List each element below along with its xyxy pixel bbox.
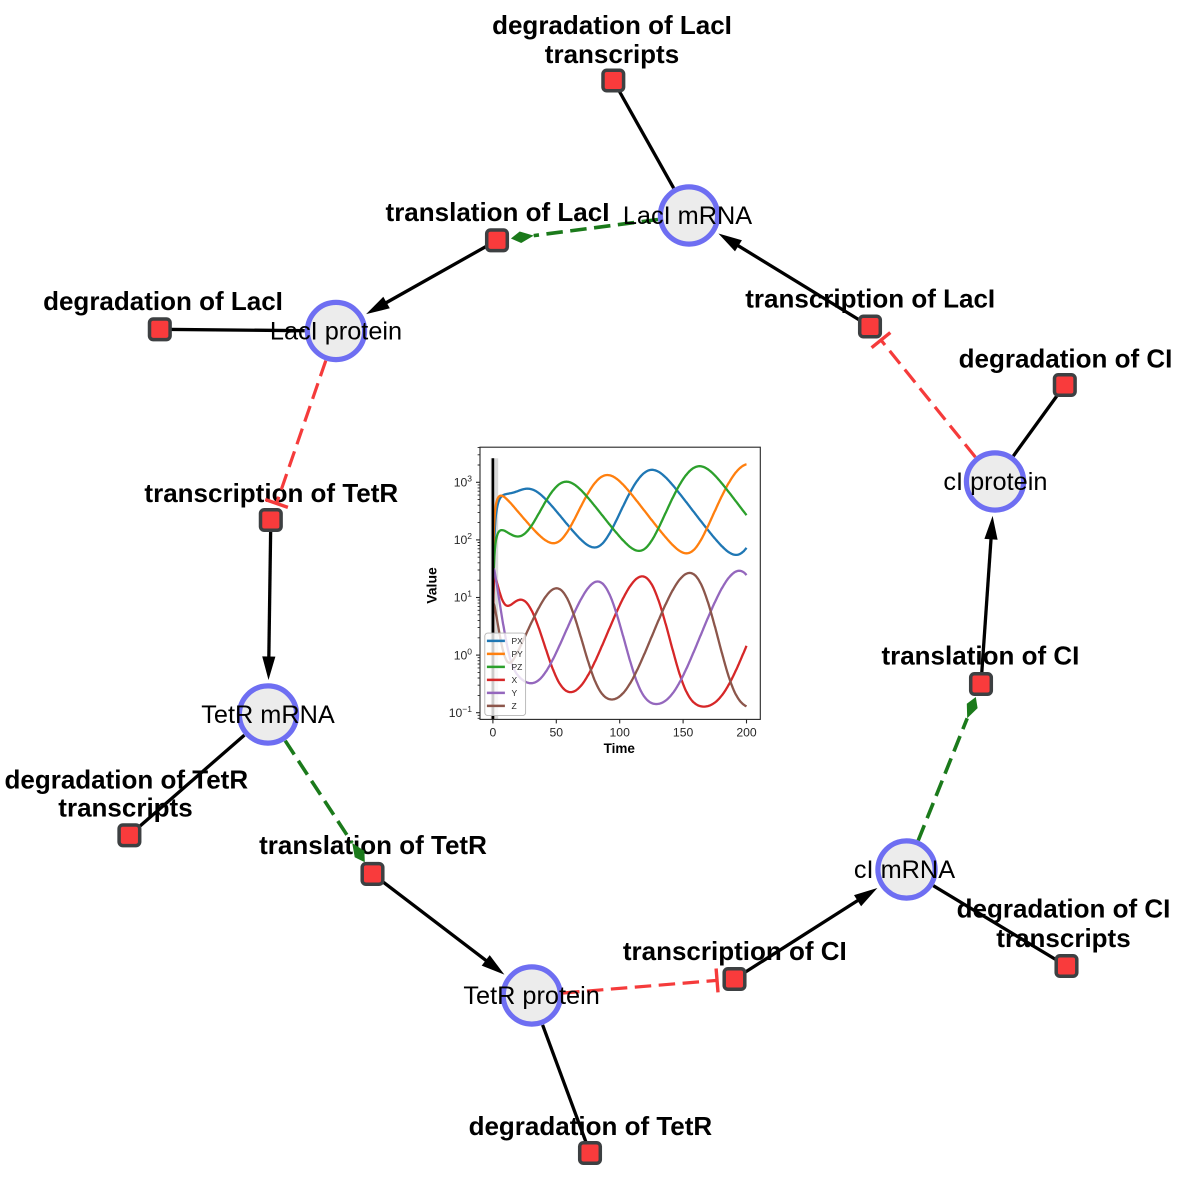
svg-text:translation of CI: translation of CI bbox=[881, 640, 1079, 670]
svg-text:Y: Y bbox=[512, 688, 518, 698]
svg-text:cI protein: cI protein bbox=[943, 468, 1047, 496]
svg-text:transcription of CI: transcription of CI bbox=[623, 936, 847, 966]
svg-text:TetR protein: TetR protein bbox=[463, 982, 599, 1010]
svg-text:Value: Value bbox=[424, 567, 440, 604]
svg-text:LacI mRNA: LacI mRNA bbox=[623, 202, 752, 230]
svg-text:PX: PX bbox=[512, 636, 524, 646]
svg-text:cI mRNA: cI mRNA bbox=[854, 856, 955, 884]
svg-text:Time: Time bbox=[604, 741, 636, 756]
svg-text:50: 50 bbox=[550, 725, 564, 739]
svg-text:translation of TetR: translation of TetR bbox=[259, 830, 487, 860]
svg-text:PY: PY bbox=[512, 649, 524, 659]
svg-text:degradation of TetR: degradation of TetR bbox=[469, 1111, 713, 1141]
svg-text:transcripts: transcripts bbox=[996, 923, 1130, 953]
svg-text:PZ: PZ bbox=[512, 662, 523, 672]
svg-text:0: 0 bbox=[490, 725, 497, 739]
svg-text:degradation of TetR: degradation of TetR bbox=[4, 764, 248, 794]
svg-text:TetR mRNA: TetR mRNA bbox=[201, 701, 335, 729]
svg-text:degradation of CI: degradation of CI bbox=[959, 343, 1173, 373]
svg-text:degradation of LacI: degradation of LacI bbox=[492, 10, 732, 40]
svg-text:200: 200 bbox=[736, 725, 757, 739]
svg-text:X: X bbox=[512, 675, 518, 685]
svg-text:100: 100 bbox=[610, 725, 631, 739]
svg-text:transcription of TetR: transcription of TetR bbox=[144, 478, 398, 508]
svg-text:150: 150 bbox=[673, 725, 694, 739]
svg-text:degradation of CI: degradation of CI bbox=[957, 894, 1171, 924]
svg-text:transcripts: transcripts bbox=[545, 39, 679, 69]
svg-text:translation of LacI: translation of LacI bbox=[386, 197, 610, 227]
svg-text:transcription of LacI: transcription of LacI bbox=[745, 284, 995, 314]
svg-text:degradation of LacI: degradation of LacI bbox=[43, 286, 283, 316]
svg-text:Z: Z bbox=[512, 701, 517, 711]
svg-text:LacI protein: LacI protein bbox=[270, 318, 402, 346]
